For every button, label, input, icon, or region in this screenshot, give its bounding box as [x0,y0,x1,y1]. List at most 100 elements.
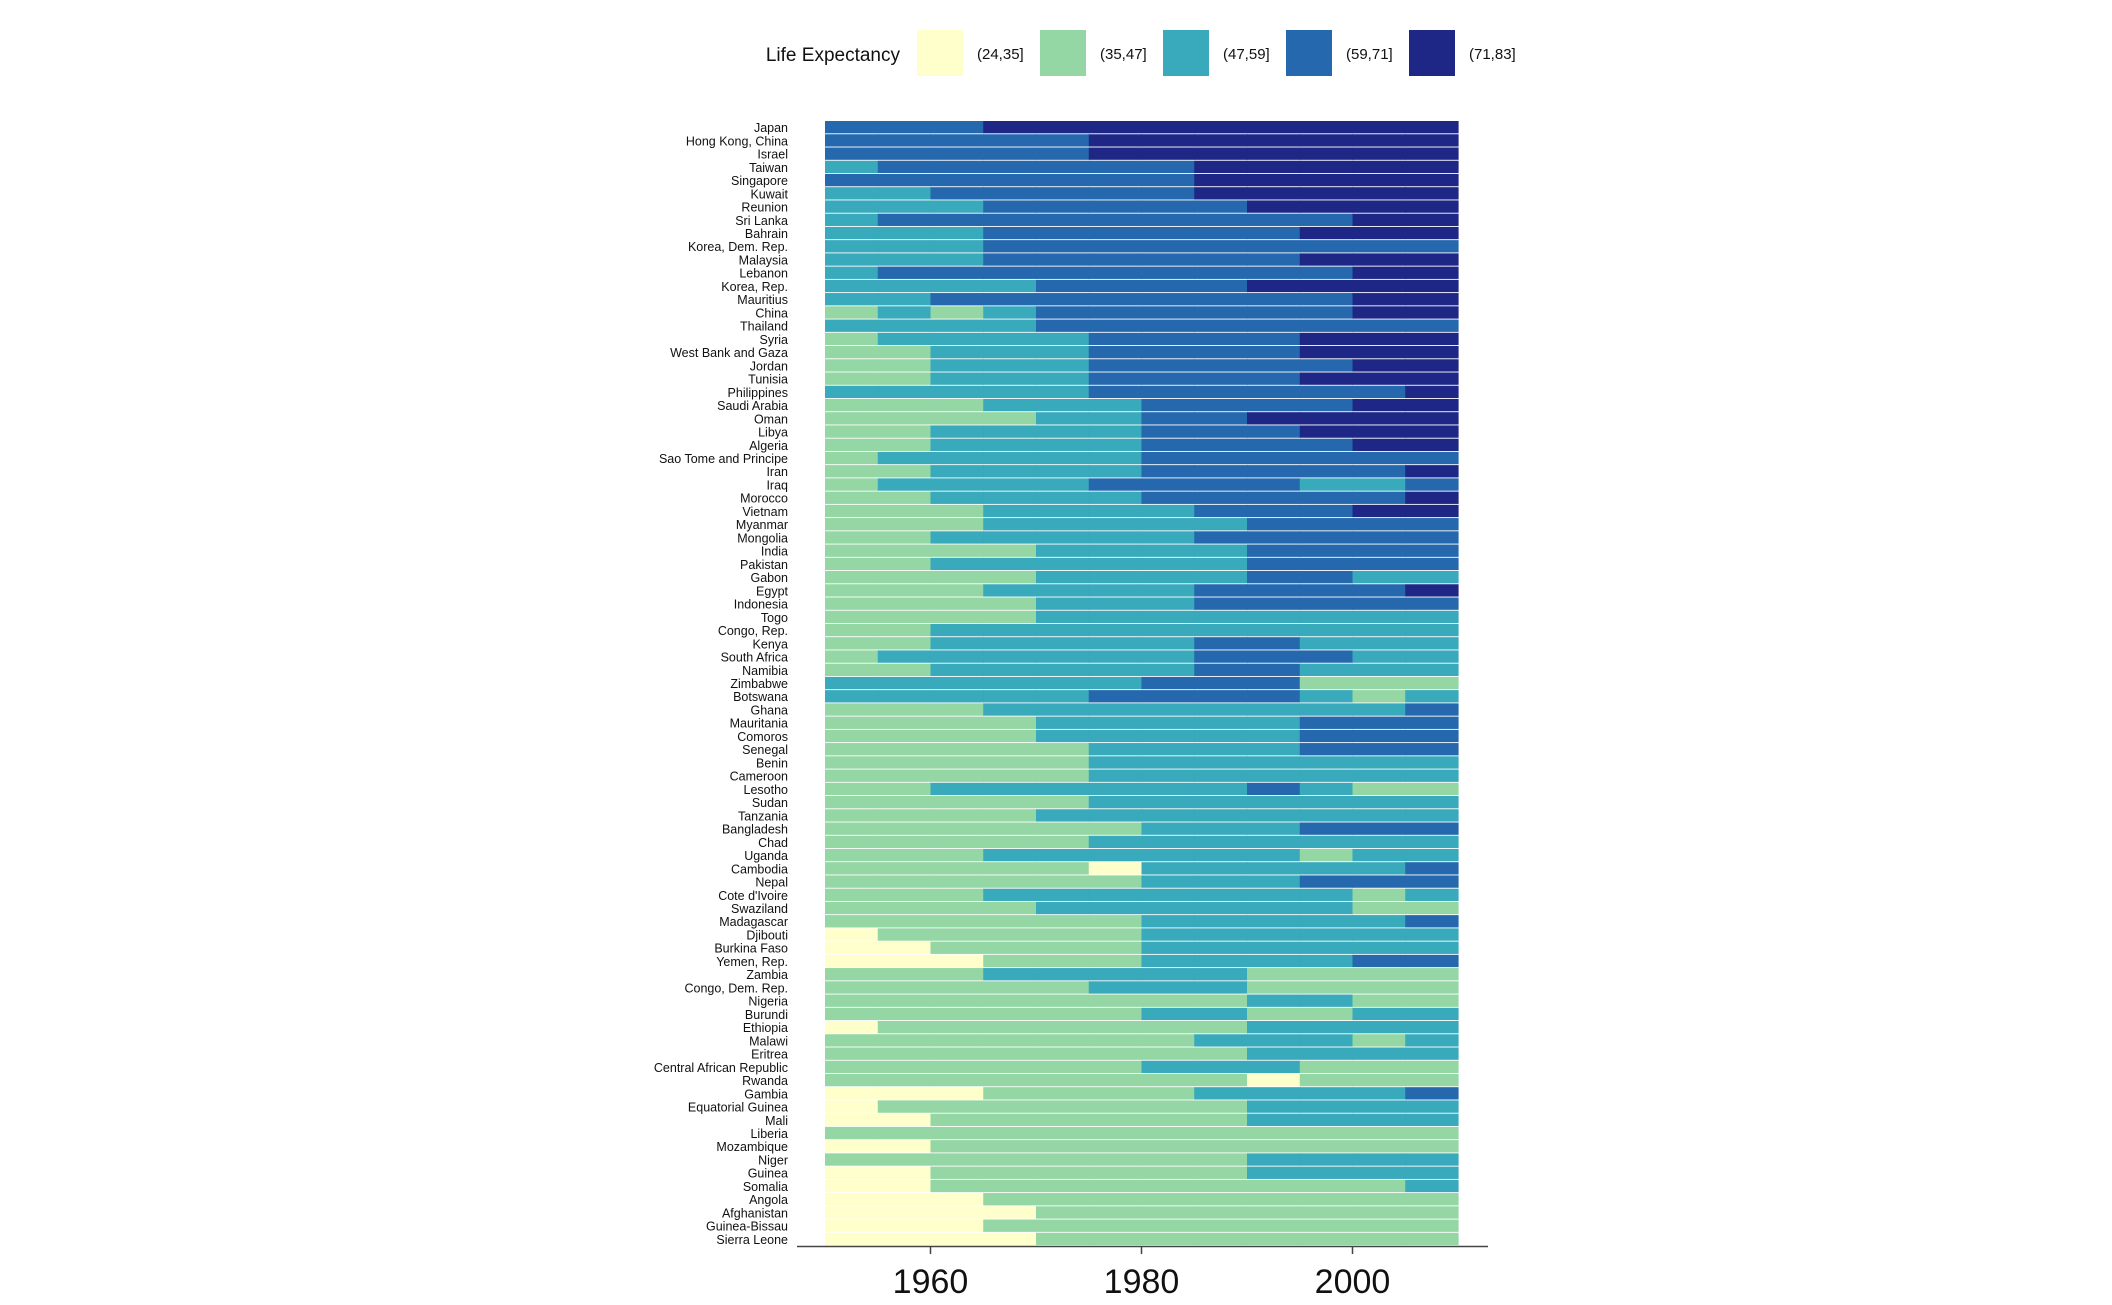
heatmap-cell [877,888,932,901]
heatmap-cell [930,862,984,875]
heatmap-cell [1352,941,1406,954]
heatmap-cell [930,571,984,584]
heatmap-cell [983,875,1037,888]
heatmap-cell [877,200,932,213]
heatmap-cell [1194,703,1248,716]
heatmap-cell [1247,981,1301,994]
heatmap-cell [1405,557,1459,571]
heatmap-cell [983,385,1037,399]
heatmap-cell [930,981,984,994]
heatmap-cell [983,716,1037,729]
heatmap-cell [1352,1007,1406,1021]
legend-swatch [1286,30,1332,76]
heatmap-cell [930,425,984,438]
heatmap-cell [877,756,932,769]
heatmap-cell [1088,1126,1143,1140]
heatmap-cell [1036,716,1090,729]
heatmap-cell [1036,888,1090,901]
country-label: Congo, Dem. Rep. [684,981,788,995]
heatmap-cell [1299,994,1354,1007]
heatmap-cell [1352,848,1406,862]
heatmap-cell [877,226,932,240]
heatmap-cell [825,1073,879,1087]
heatmap-cell [877,928,932,941]
heatmap-cell [1141,994,1195,1007]
heatmap-cell [1141,875,1195,888]
heatmap-cell [1088,610,1143,624]
country-label: Ethiopia [743,1021,788,1035]
heatmap-cell [930,584,984,597]
heatmap-cell [1299,915,1354,928]
heatmap-cell [1405,293,1459,306]
heatmap-cell [1352,398,1406,412]
country-label: Guinea-Bissau [706,1220,788,1234]
heatmap-cell [1405,968,1459,981]
heatmap-cell [1247,306,1301,319]
heatmap-cell [1194,1060,1248,1074]
heatmap-cell [1299,160,1354,174]
heatmap-cell [1352,531,1406,544]
heatmap-cell [1036,848,1090,862]
heatmap-cell [1405,200,1459,213]
heatmap-cell [1247,1193,1301,1206]
heatmap-cell [1088,968,1143,981]
heatmap-cell [1247,319,1301,332]
heatmap-cell [930,769,984,782]
heatmap-cell [1299,1087,1354,1100]
country-label: Cote d'Ivoire [718,889,788,903]
heatmap-cell [825,306,879,319]
heatmap-cell [1247,915,1301,928]
heatmap-cell [1299,584,1354,597]
heatmap-cell [1088,822,1143,835]
heatmap-cell [1036,213,1090,226]
heatmap-cell [1405,1153,1459,1166]
heatmap-cell [1141,226,1195,240]
heatmap-cell [1299,200,1354,213]
heatmap-cell [877,187,932,200]
heatmap-cell [1247,1179,1301,1193]
heatmap-cell [877,703,932,716]
heatmap-cell [983,1034,1037,1047]
heatmap-cell [1247,1219,1301,1232]
heatmap-cell [825,372,879,385]
heatmap-cell [1299,743,1354,756]
heatmap-cell [825,557,879,571]
heatmap-cell [983,584,1037,597]
heatmap-cell [1194,941,1248,954]
heatmap-cell [1405,491,1459,504]
heatmap-cell [1088,504,1143,518]
heatmap-cell [983,319,1037,332]
heatmap-cell [877,266,932,279]
country-label: Sierra Leone [716,1233,788,1247]
heatmap-cell [1405,173,1459,187]
country-label: Eritrea [751,1048,788,1062]
heatmap-cell [1352,875,1406,888]
heatmap-cell [1299,279,1354,293]
country-label: Thailand [740,320,788,334]
heatmap-cell [1194,332,1248,346]
heatmap-cell [877,690,932,703]
heatmap-cell [1352,743,1406,756]
heatmap-cell [825,901,879,915]
heatmap-cell [1405,253,1459,266]
heatmap-cell [930,293,984,306]
heatmap-cell [1405,332,1459,346]
country-label: China [755,306,788,320]
heatmap-cell [1141,491,1195,504]
heatmap-cell [1247,1007,1301,1021]
heatmap-cell [1405,888,1459,901]
heatmap-cell [1036,160,1090,174]
heatmap-cell [1141,756,1195,769]
heatmap-cell [825,756,879,769]
heatmap-cell [1088,293,1143,306]
heatmap-cell [825,1007,879,1021]
country-label: Iran [766,465,788,479]
country-label: Bangladesh [722,823,788,837]
heatmap-cell [1194,875,1248,888]
heatmap-cell [825,279,879,293]
heatmap-cell [1247,491,1301,504]
heatmap-cell [1036,769,1090,782]
country-label: Taiwan [749,161,788,175]
heatmap-cell [825,743,879,756]
country-label: Sri Lanka [735,214,788,228]
